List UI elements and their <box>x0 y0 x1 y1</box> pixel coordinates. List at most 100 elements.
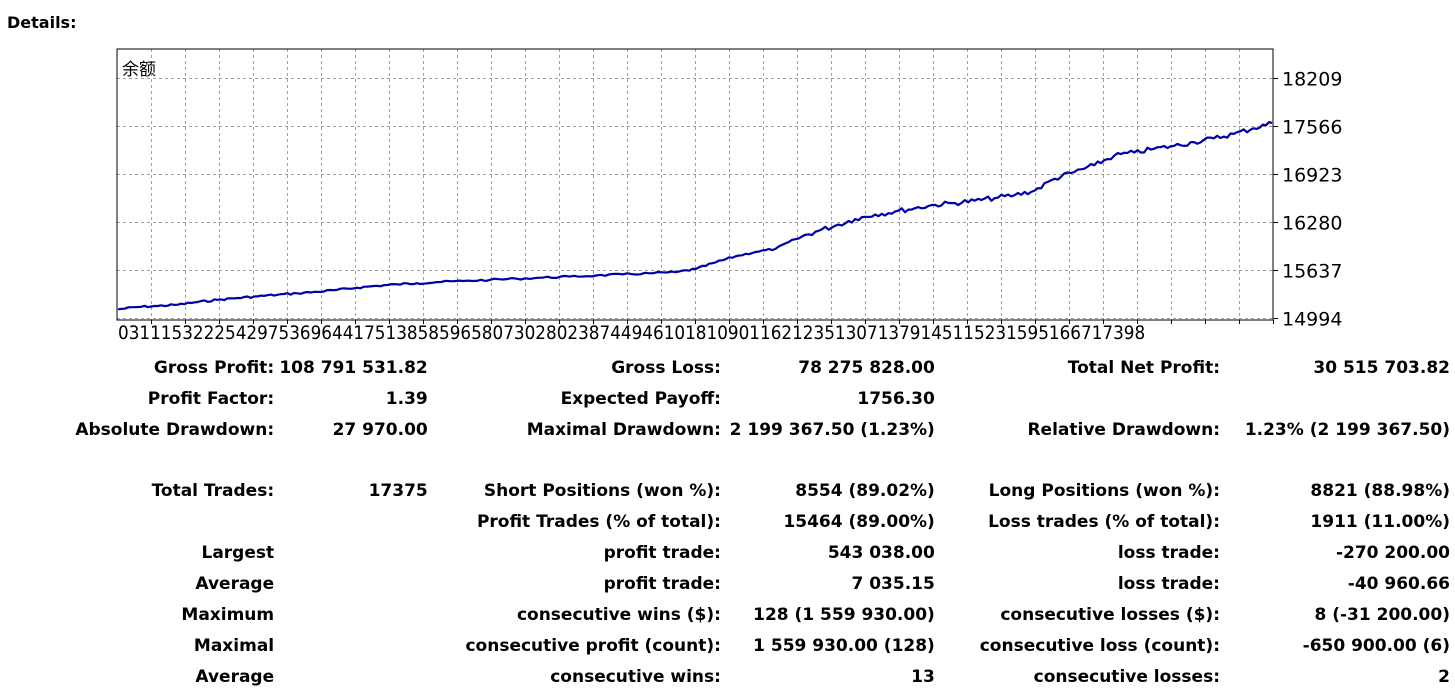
avg-consec-wins-value: 13 <box>911 666 935 687</box>
expected-payoff-value: 1756.30 <box>857 388 935 409</box>
empty-cell <box>274 661 428 692</box>
x-tick-label: 621 <box>771 322 803 344</box>
spacer-row <box>0 445 1450 475</box>
x-tick-label: 11 <box>139 322 160 344</box>
stats-row: Average profit trade: 7 035.15 loss trad… <box>0 568 1450 599</box>
x-tick-label: 011 <box>739 322 771 344</box>
long-positions-label: Long Positions (won %): <box>988 480 1220 501</box>
avg-consec-wins-label: consecutive wins: <box>550 666 721 687</box>
chart-grid <box>117 49 1273 320</box>
total-net-profit-label: Total Net Profit: <box>1067 357 1220 378</box>
short-positions-value: 8554 (89.02%) <box>795 480 935 501</box>
x-tick-label: 138 <box>386 322 418 344</box>
x-tick-label: 713 <box>867 322 899 344</box>
y-tick-label: 18209 <box>1282 69 1342 91</box>
x-tick-label: 667 <box>1060 322 1092 344</box>
max-consec-wins-value: 128 (1 559 930.00) <box>753 604 935 625</box>
short-positions-label: Short Positions (won %): <box>483 480 721 501</box>
loss-trades-label: Loss trades (% of total): <box>988 511 1220 532</box>
average-profit-value: 7 035.15 <box>851 573 935 594</box>
empty-cell <box>935 383 1220 414</box>
x-tick-label: 644 <box>321 322 353 344</box>
y-tick-label: 15637 <box>1282 261 1342 283</box>
chart-title: 余额 <box>122 60 156 80</box>
gross-loss-label: Gross Loss: <box>611 357 721 378</box>
empty-cell <box>274 568 428 599</box>
empty-cell <box>0 506 274 537</box>
largest-label: Largest <box>201 542 275 563</box>
max-consec-wins-label: consecutive wins ($): <box>516 604 721 625</box>
profit-trades-label: Profit Trades (% of total): <box>476 511 721 532</box>
stats-row: Profit Factor: 1.39 Expected Payoff: 175… <box>0 383 1450 414</box>
x-tick-label: 302 <box>514 322 546 344</box>
empty-cell <box>1220 383 1450 414</box>
x-tick-label: 153 <box>161 322 193 344</box>
x-tick-label: 461 <box>642 322 674 344</box>
maximum-label: Maximum <box>181 604 275 625</box>
absolute-drawdown-value: 27 970.00 <box>332 419 428 440</box>
average-label: Average <box>195 573 275 594</box>
long-positions-value: 8821 (88.98%) <box>1310 480 1450 501</box>
x-tick-label: 951 <box>1028 322 1060 344</box>
total-net-profit-value: 30 515 703.82 <box>1313 357 1450 378</box>
maximal-label: Maximal <box>193 635 275 656</box>
y-tick-label: 16923 <box>1282 165 1342 187</box>
x-tick-label: 807 <box>482 322 514 344</box>
y-axis-ticks: 14994 15637 16280 16923 17566 18209 <box>1273 69 1342 331</box>
x-tick-label: 542 <box>225 322 257 344</box>
profit-factor-label: Profit Factor: <box>147 388 275 409</box>
largest-loss-label: loss trade: <box>1117 542 1220 563</box>
profit-trades-value: 15464 (89.00%) <box>783 511 935 532</box>
empty-cell <box>274 599 428 630</box>
stats-row: Absolute Drawdown: 27 970.00 Maximal Dra… <box>0 414 1450 445</box>
empty-cell <box>274 537 428 568</box>
avg-consec-losses-value: 2 <box>1438 666 1450 687</box>
y-tick-label: 17566 <box>1282 117 1342 139</box>
max-consec-losses-value: 8 (-31 200.00) <box>1314 604 1450 625</box>
x-tick-label: 315 <box>995 322 1027 344</box>
average-loss-value: -40 960.66 <box>1347 573 1450 594</box>
maximal-consec-profit-label: consecutive profit (count): <box>465 635 721 656</box>
total-trades-label: Total Trades: <box>151 480 275 501</box>
stats-row: Maximum consecutive wins ($): 128 (1 559… <box>0 599 1450 630</box>
largest-profit-value: 543 038.00 <box>827 542 935 563</box>
x-tick-label: 130 <box>835 322 867 344</box>
profit-factor-value: 1.39 <box>385 388 428 409</box>
x-tick-label: 369 <box>289 322 321 344</box>
stats-row: Maximal consecutive profit (count): 1 55… <box>0 630 1450 661</box>
average-profit-label: profit trade: <box>603 573 721 594</box>
x-tick-label: 791 <box>899 322 931 344</box>
stats-row: Gross Profit: 108 791 531.82 Gross Loss:… <box>0 352 1450 383</box>
x-tick-label: 449 <box>610 322 642 344</box>
x-tick-label: 235 <box>803 322 835 344</box>
maximal-consec-loss-label: consecutive loss (count): <box>979 635 1220 656</box>
stats-row: Profit Trades (% of total): 15464 (89.00… <box>0 506 1450 537</box>
x-tick-label: 802 <box>546 322 578 344</box>
relative-drawdown-value: 1.23% (2 199 367.50) <box>1244 419 1450 440</box>
x-tick-label: 173 <box>1092 322 1124 344</box>
details-heading: Details: <box>7 13 77 32</box>
maximal-consec-loss-value: -650 900.00 (6) <box>1302 635 1450 656</box>
maximal-consec-profit-value: 1 559 930.00 (128) <box>753 635 935 656</box>
absolute-drawdown-label: Absolute Drawdown: <box>75 419 275 440</box>
x-tick-label: 109 <box>707 322 739 344</box>
maximal-drawdown-value: 2 199 367.50 (1.23%) <box>729 419 935 440</box>
x-tick-label: 3 <box>129 322 140 344</box>
stats-table: Gross Profit: 108 791 531.82 Gross Loss:… <box>0 352 1450 692</box>
total-trades-value: 17375 <box>368 480 428 501</box>
empty-cell <box>274 630 428 661</box>
gross-profit-value: 108 791 531.82 <box>279 357 428 378</box>
x-tick-label: 98 <box>1124 322 1145 344</box>
empty-cell <box>274 506 428 537</box>
relative-drawdown-label: Relative Drawdown: <box>1027 419 1220 440</box>
gross-loss-value: 78 275 828.00 <box>798 357 935 378</box>
x-axis-ticks: 0 3 11 153 222 542 975 369 644 175 138 585 965 807 302… <box>118 320 1274 344</box>
y-tick-label: 14994 <box>1282 309 1342 331</box>
y-tick-label: 16280 <box>1282 213 1342 235</box>
avg-consec-losses-label: consecutive losses: <box>1033 666 1220 687</box>
expected-payoff-label: Expected Payoff: <box>560 388 721 409</box>
balance-line <box>117 121 1273 311</box>
average-consec-label: Average <box>195 666 275 687</box>
x-tick-label: 175 <box>353 322 385 344</box>
